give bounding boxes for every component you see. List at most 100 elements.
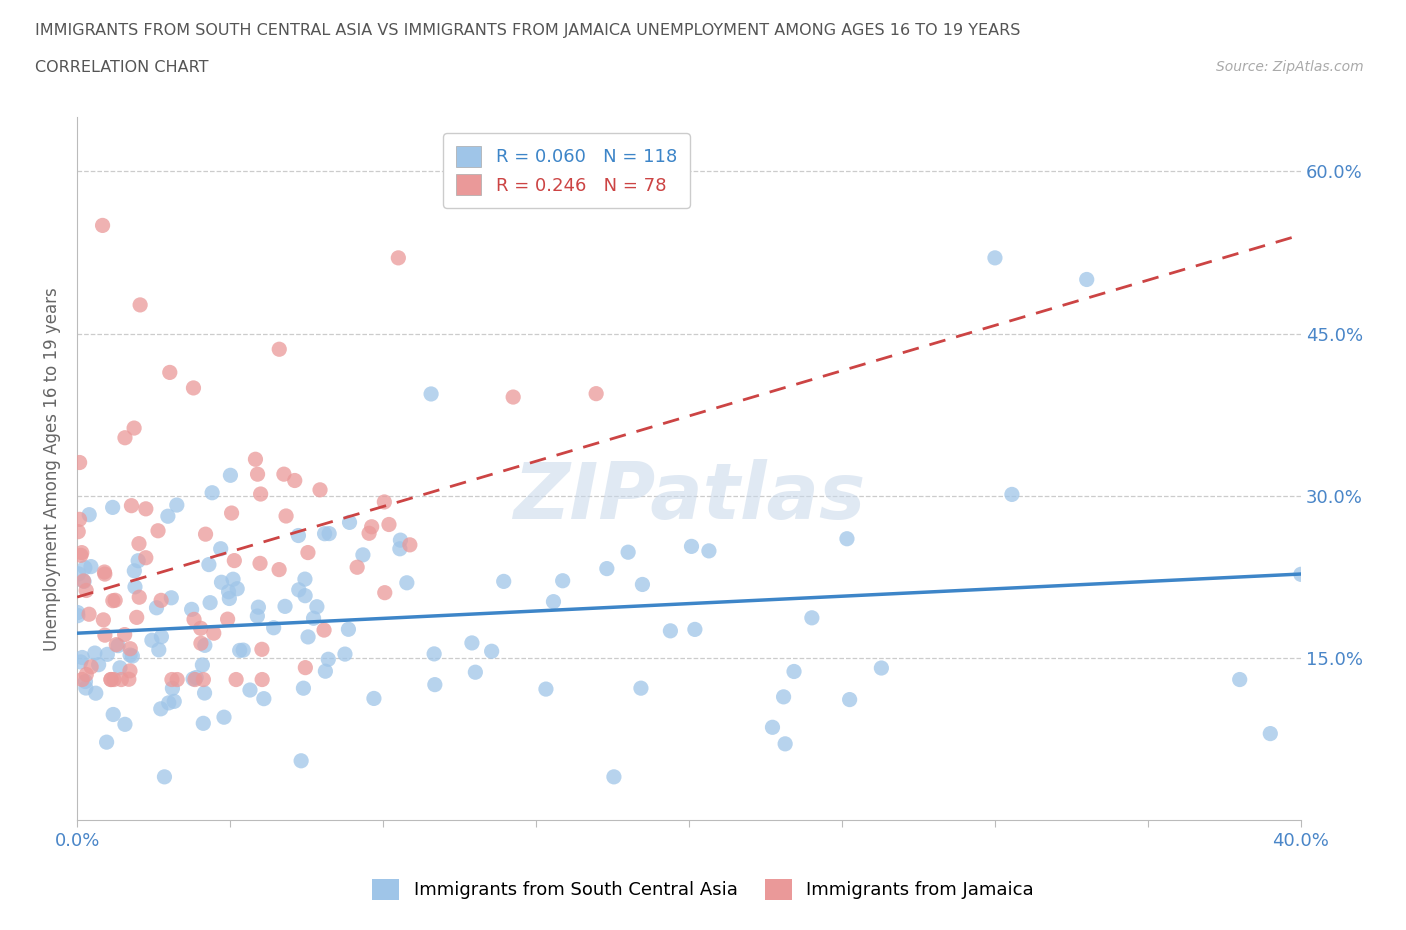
Point [681, 539, 703, 554]
Point [124, 579, 146, 594]
Point [423, 677, 446, 692]
Point [101, 500, 124, 515]
Point [72, 574, 94, 589]
Point [100, 672, 122, 687]
Point [184, 672, 207, 687]
Point [273, 467, 295, 482]
Point [75, 667, 97, 682]
Point [66, 605, 89, 620]
Point [166, 498, 188, 512]
Point [75, 681, 97, 696]
Point [630, 681, 652, 696]
Point [253, 691, 276, 706]
Point [80, 659, 103, 674]
Point [502, 390, 524, 405]
Point [224, 553, 246, 568]
Point [193, 716, 215, 731]
Point [83, 645, 105, 660]
Point [226, 581, 249, 596]
Point [378, 517, 401, 532]
Point [761, 720, 783, 735]
Point [166, 672, 188, 687]
Point [70, 548, 93, 563]
Point [118, 671, 141, 686]
Point [93, 565, 115, 579]
Point [75, 674, 97, 689]
Point [631, 577, 654, 591]
Legend: Immigrants from South Central Asia, Immigrants from Jamaica: Immigrants from South Central Asia, Immi… [366, 871, 1040, 907]
Point [543, 594, 565, 609]
Point [128, 590, 150, 604]
Point [128, 537, 150, 551]
Point [127, 553, 149, 568]
Point [1001, 487, 1024, 502]
Point [156, 509, 179, 524]
Point [73, 574, 96, 589]
Point [269, 562, 291, 577]
Point [373, 495, 395, 510]
Point [124, 564, 146, 578]
Point [190, 621, 212, 636]
Point [232, 643, 254, 658]
Point [290, 753, 312, 768]
Point [363, 691, 385, 706]
Point [148, 643, 170, 658]
Point [84, 685, 107, 700]
Point [1229, 672, 1251, 687]
Point [245, 452, 267, 467]
Legend: R = 0.060   N = 118, R = 0.246   N = 78: R = 0.060 N = 118, R = 0.246 N = 78 [443, 133, 690, 207]
Point [212, 710, 235, 724]
Point [302, 611, 325, 626]
Point [125, 610, 148, 625]
Point [250, 672, 273, 687]
Point [120, 642, 142, 657]
Point [194, 526, 217, 541]
Point [141, 632, 163, 647]
Point [464, 665, 486, 680]
Point [239, 683, 262, 698]
Point [96, 735, 118, 750]
Point [118, 663, 141, 678]
Point [108, 660, 131, 675]
Point [596, 561, 619, 576]
Point [360, 519, 382, 534]
Point [228, 643, 250, 658]
Point [221, 506, 243, 521]
Point [198, 595, 221, 610]
Point [309, 483, 332, 498]
Point [800, 610, 823, 625]
Point [93, 613, 115, 628]
Point [247, 600, 270, 615]
Point [145, 601, 167, 616]
Point [1289, 567, 1312, 582]
Point [103, 672, 125, 687]
Point [297, 630, 319, 644]
Point [773, 737, 796, 751]
Point [461, 635, 484, 650]
Point [211, 575, 233, 590]
Point [94, 628, 117, 643]
Point [274, 509, 297, 524]
Point [387, 250, 409, 265]
Point [318, 526, 340, 541]
Point [75, 583, 97, 598]
Point [190, 636, 212, 651]
Point [217, 612, 239, 627]
Point [374, 585, 396, 600]
Point [94, 566, 117, 581]
Point [91, 218, 114, 232]
Point [294, 589, 316, 604]
Point [80, 559, 103, 574]
Point [423, 646, 446, 661]
Point [333, 646, 356, 661]
Point [153, 769, 176, 784]
Point [69, 455, 91, 470]
Point [772, 689, 794, 704]
Point [219, 468, 242, 483]
Point [67, 566, 90, 581]
Point [246, 467, 269, 482]
Point [107, 638, 129, 653]
Point [683, 622, 706, 637]
Point [100, 672, 122, 687]
Point [96, 647, 118, 662]
